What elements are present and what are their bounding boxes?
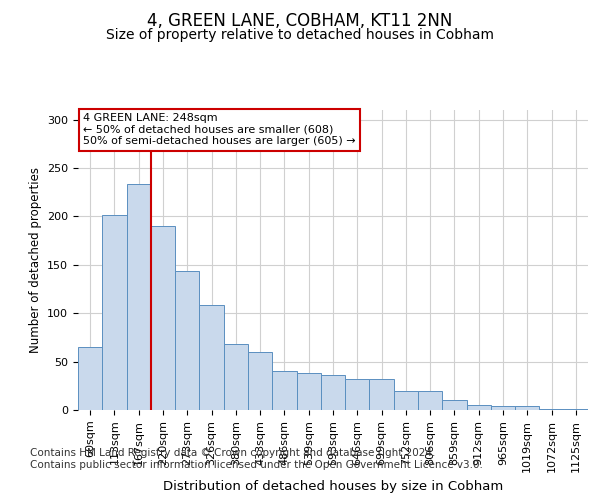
Bar [248, 352, 272, 410]
Bar [564, 409, 588, 410]
Bar [102, 214, 127, 410]
Bar [199, 306, 224, 410]
Bar [272, 372, 296, 410]
Bar [296, 373, 321, 410]
Text: Contains HM Land Registry data © Crown copyright and database right 2024.: Contains HM Land Registry data © Crown c… [30, 448, 436, 458]
Bar [491, 406, 515, 410]
Text: 4, GREEN LANE, COBHAM, KT11 2NN: 4, GREEN LANE, COBHAM, KT11 2NN [148, 12, 452, 30]
Bar [515, 406, 539, 410]
Bar [175, 270, 199, 410]
Y-axis label: Number of detached properties: Number of detached properties [29, 167, 41, 353]
Bar [321, 375, 345, 410]
Bar [151, 226, 175, 410]
Bar [394, 390, 418, 410]
Bar [370, 379, 394, 410]
Text: Size of property relative to detached houses in Cobham: Size of property relative to detached ho… [106, 28, 494, 42]
Bar [127, 184, 151, 410]
Bar [442, 400, 467, 410]
X-axis label: Distribution of detached houses by size in Cobham: Distribution of detached houses by size … [163, 480, 503, 493]
Text: 4 GREEN LANE: 248sqm
← 50% of detached houses are smaller (608)
50% of semi-deta: 4 GREEN LANE: 248sqm ← 50% of detached h… [83, 113, 356, 146]
Bar [467, 405, 491, 410]
Bar [78, 347, 102, 410]
Bar [418, 390, 442, 410]
Bar [539, 409, 564, 410]
Bar [345, 379, 370, 410]
Text: Contains public sector information licensed under the Open Government Licence v3: Contains public sector information licen… [30, 460, 483, 470]
Bar [224, 344, 248, 410]
